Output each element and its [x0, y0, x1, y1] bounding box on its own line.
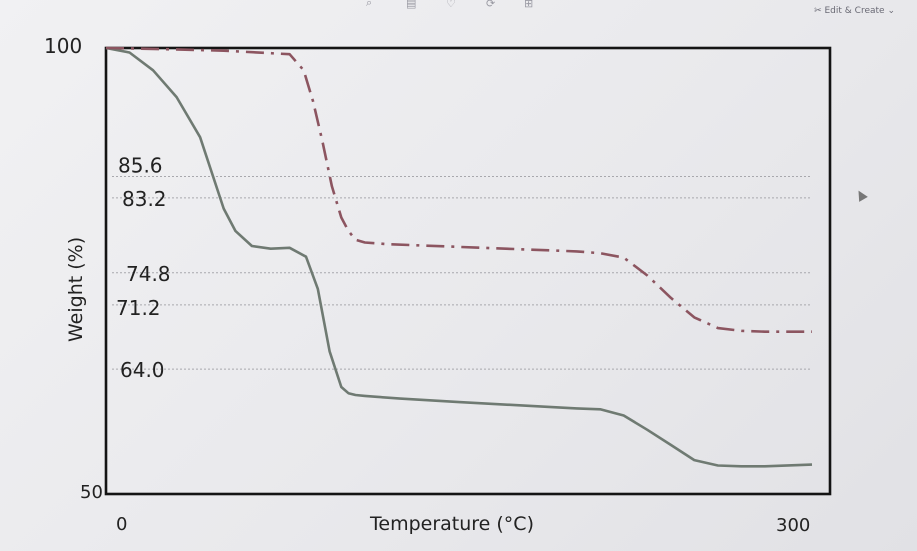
x-tick-label-right: 300 [776, 515, 810, 536]
y-axis-label: Weight (%) [65, 237, 87, 342]
plot-frame [104, 46, 832, 496]
annotation-group: 85.6 83.2 74.8 71.2 64.0 [116, 153, 171, 382]
document-icon[interactable]: ▤ [406, 0, 417, 10]
annotation-2: 74.8 [126, 262, 171, 286]
edit-create-button[interactable]: ✂ Edit & Create ⌄ [814, 6, 895, 16]
rotate-icon[interactable]: ⟳ [486, 0, 496, 10]
x-tick-label-left: 0 [116, 514, 127, 535]
edit-create-label: Edit & Create [824, 6, 885, 16]
chevron-down-icon: ⌄ [887, 6, 895, 16]
series-group [105, 46, 813, 468]
zoom-icon[interactable]: ⌕ [366, 0, 373, 9]
heart-icon[interactable]: ♡ [446, 0, 456, 10]
y-tick-label-bottom: 50 [80, 482, 103, 503]
x-axis-label: Temperature (°C) [369, 513, 534, 535]
scissors-icon: ✂ [814, 6, 822, 16]
annotation-0: 85.6 [118, 153, 163, 177]
series-line-dash-dot [105, 46, 812, 333]
annotation-4: 64.0 [120, 358, 165, 382]
crop-icon[interactable]: ⊞ [524, 0, 534, 10]
annotation-1: 83.2 [122, 187, 167, 211]
y-tick-label-top: 100 [44, 34, 82, 58]
annotation-3: 71.2 [116, 296, 161, 320]
series-line-solid [105, 46, 813, 468]
reference-lines [112, 175, 812, 370]
viewer-toolbar: ⌕ ▤ ♡ ⟳ ⊞ [360, 0, 550, 14]
